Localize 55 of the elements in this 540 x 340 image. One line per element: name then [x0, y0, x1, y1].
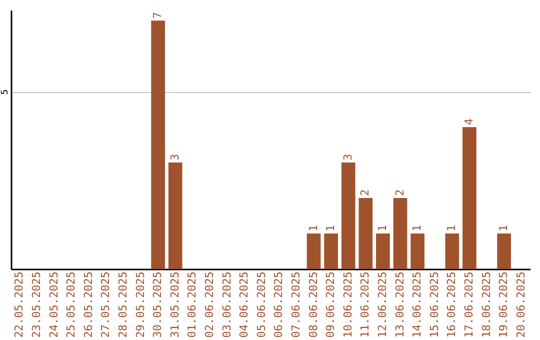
bar — [324, 234, 338, 269]
x-tick-label: 17.06.2025 — [462, 272, 476, 338]
x-tick-label: 11.06.2025 — [358, 272, 372, 338]
x-tick-label: 26.05.2025 — [82, 272, 95, 338]
data-label: 1 — [445, 224, 458, 232]
x-tick-label: 09.06.2025 — [324, 272, 338, 338]
x-tick-label: 28.05.2025 — [116, 272, 130, 338]
bar — [306, 234, 321, 269]
data-label: 1 — [376, 224, 389, 232]
data-label: 4 — [462, 118, 476, 126]
bar — [497, 234, 511, 269]
x-tick-label: 22.05.2025 — [12, 272, 26, 338]
bar — [445, 234, 460, 269]
data-label: 1 — [410, 224, 424, 232]
bar — [410, 234, 424, 269]
x-tick-label: 03.06.2025 — [220, 272, 234, 338]
x-tick-label: 20.06.2025 — [514, 272, 528, 338]
x-tick-label: 25.05.2025 — [64, 272, 78, 338]
data-label: 1 — [324, 224, 338, 232]
bar — [393, 198, 408, 269]
x-tick-label: 01.06.2025 — [186, 272, 199, 338]
x-tick-label: 23.05.2025 — [30, 272, 43, 338]
data-label: 1 — [497, 224, 510, 232]
x-tick-label: 19.06.2025 — [497, 272, 510, 338]
bar — [168, 162, 182, 269]
x-tick-label: 06.06.2025 — [272, 272, 286, 338]
x-tick-label: 18.06.2025 — [480, 272, 493, 338]
x-tick-label: 14.06.2025 — [410, 272, 424, 338]
x-tick-label: 10.06.2025 — [341, 272, 354, 338]
x-tick-label: 07.06.2025 — [289, 272, 302, 338]
x-tick-label: 05.06.2025 — [254, 272, 268, 338]
x-tick-label: 15.06.2025 — [428, 272, 441, 338]
y-tick-label: 5 — [0, 89, 10, 95]
x-tick-label: 08.06.2025 — [306, 272, 320, 338]
x-tick-label: 29.05.2025 — [134, 272, 147, 338]
x-tick-label: 12.06.2025 — [376, 272, 389, 338]
x-tick-label: 13.06.2025 — [393, 272, 406, 338]
x-tick-label: 04.06.2025 — [238, 272, 251, 338]
bar — [376, 234, 390, 269]
data-label: 3 — [341, 154, 354, 161]
data-label: 3 — [168, 154, 182, 161]
bar — [341, 162, 356, 269]
x-tick-label: 30.05.2025 — [151, 272, 164, 338]
x-tick-label: 16.06.2025 — [445, 272, 458, 338]
bar — [462, 127, 476, 269]
bar — [358, 198, 373, 269]
x-tick-label: 31.05.2025 — [168, 272, 182, 338]
bar — [151, 20, 165, 269]
data-label: 1 — [306, 224, 320, 232]
data-label: 2 — [358, 189, 372, 196]
x-tick-label: 24.05.2025 — [47, 272, 60, 338]
x-tick-label: 27.05.2025 — [99, 272, 112, 338]
data-label: 2 — [393, 189, 406, 196]
data-label: 7 — [151, 12, 164, 19]
x-tick-label: 02.06.2025 — [202, 272, 216, 338]
